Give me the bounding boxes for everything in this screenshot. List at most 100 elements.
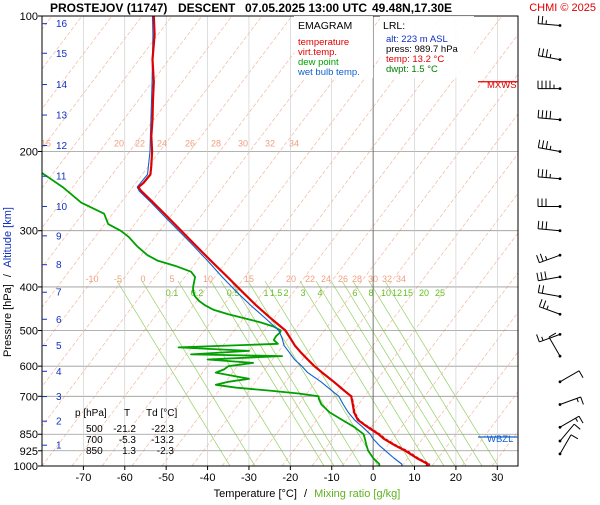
x-axis-label-sep: / — [304, 488, 308, 500]
wind-barb-feather — [574, 424, 580, 429]
wind-barb — [538, 16, 561, 27]
dry-adiabat-label: -5 — [114, 274, 122, 284]
wind-barb — [559, 397, 584, 406]
wind-barb-dot — [559, 24, 562, 27]
wind-barb — [537, 271, 561, 280]
wind-barb — [559, 371, 583, 383]
wind-barb-feather — [537, 273, 538, 281]
p-tick-label: 300 — [20, 226, 38, 238]
table-header-p: p [hPa] — [75, 408, 107, 419]
wind-barb-feather — [538, 285, 539, 293]
wind-barb-feather — [538, 221, 539, 229]
x-tick-label: -60 — [117, 472, 133, 484]
wind-barb-staff — [549, 337, 560, 356]
dry-adiabat-label: 32 — [265, 138, 275, 148]
x-axis-label-temperature: Temperature [°C] — [214, 488, 297, 500]
wind-barb-feather — [538, 48, 539, 56]
header-copyright: CHMI © 2025 — [529, 2, 596, 14]
wind-barb-dot — [559, 355, 562, 358]
y-axis-label-sep: / — [2, 273, 14, 277]
table-cell: -5.3 — [119, 435, 137, 446]
plot-background — [42, 16, 518, 466]
dry-adiabat-label: 20 — [114, 138, 124, 148]
x-tick-label: -70 — [75, 472, 91, 484]
dry-adiabat-label: 30 — [238, 138, 248, 148]
x-tick-label: 0 — [370, 472, 376, 484]
mixing-ratio-label: 0.1 — [166, 288, 179, 298]
wind-barb-dot — [559, 177, 562, 180]
wind-barb-feather — [542, 285, 543, 293]
wind-barb-staff — [538, 24, 560, 26]
altitude-tick-label: 15 — [56, 49, 68, 60]
altitude-tick-label: 1 — [56, 441, 62, 452]
legend-title: EMAGRAM — [298, 20, 352, 32]
wind-barb-staff — [560, 371, 579, 382]
altitude-tick-label: 9 — [56, 231, 62, 242]
wind-barb-half-feather — [576, 418, 578, 421]
wind-barb-dot — [559, 426, 562, 429]
dry-adiabat-label: 22 — [305, 274, 315, 284]
wind-barb-dot — [559, 440, 562, 443]
p-tick-label: 925 — [20, 446, 38, 458]
wind-barb-feather — [579, 371, 583, 378]
wind-barb-half-feather — [542, 337, 543, 341]
wind-barb-feather — [542, 169, 543, 177]
p-tick-label: 500 — [20, 326, 38, 338]
lrl-title: LRL: — [383, 20, 405, 32]
dry-adiabat-label: 24 — [321, 274, 331, 284]
altitude-tick-label: 10 — [56, 202, 68, 213]
wind-barb — [559, 424, 581, 442]
altitude-tick-label: 5 — [56, 341, 62, 352]
wind-barb-feather — [542, 140, 543, 148]
wind-barb-dot — [559, 229, 562, 232]
x-tick-label: -50 — [158, 472, 174, 484]
wind-barb-dot — [559, 254, 562, 257]
mixing-ratio-label: 6 — [352, 288, 357, 298]
wind-barb-feather — [542, 49, 543, 57]
mixing-ratio-label: 20 — [419, 288, 429, 298]
wind-barb-feather — [579, 416, 583, 423]
header-station: PROSTEJOV (11747) — [50, 1, 167, 15]
legend-item-wet-bulb: wet bulb temp. — [297, 67, 360, 78]
dry-adiabat-line — [522, 16, 600, 466]
dry-adiabat-label: 5 — [169, 274, 174, 284]
wind-barb-half-feather — [545, 256, 546, 260]
mixing-ratio-label: 1 — [263, 288, 268, 298]
dry-adiabat-label: 32 — [382, 274, 392, 284]
wind-barb-feather — [538, 169, 539, 177]
wind-barb — [538, 110, 561, 121]
x-axis-label: Temperature [°C] / Mixing ratio [g/kg] — [214, 488, 401, 500]
mixing-ratio-label: 12 — [392, 288, 402, 298]
wind-barb-half-feather — [547, 306, 548, 310]
x-tick-label: -20 — [282, 472, 298, 484]
mixing-ratio-label: 1.5 — [270, 288, 283, 298]
x-axis-label-mixing: Mixing ratio [g/kg] — [314, 488, 400, 500]
plot-area — [42, 16, 518, 466]
wind-barb-feather — [546, 222, 547, 230]
wind-barb-staff — [560, 435, 571, 454]
wind-barb — [538, 285, 561, 298]
x-tick-label: -10 — [324, 472, 340, 484]
wind-barb-dot — [559, 58, 562, 61]
altitude-tick-label: 2 — [56, 417, 62, 428]
wind-barb-dot — [559, 295, 562, 298]
altitude-tick-label: 8 — [56, 260, 62, 271]
altitude-tick-label: 16 — [56, 19, 68, 30]
altitude-tick-label: 3 — [56, 392, 62, 403]
x-tick-label: 20 — [450, 472, 462, 484]
dry-adiabat-label: -10 — [85, 274, 98, 284]
wind-barb-feather — [537, 255, 540, 263]
wind-barb-dot — [559, 118, 562, 121]
table-cell: 850 — [86, 446, 103, 457]
altitude-tick-label: 12 — [56, 141, 68, 152]
table-header-t: T — [124, 408, 130, 419]
x-tick-label: -40 — [200, 472, 216, 484]
altitude-tick-label: 13 — [56, 111, 68, 122]
lrl-box: LRL: alt: 223 m ASL press: 989.7 hPa tem… — [380, 16, 474, 78]
wind-barb — [538, 140, 561, 153]
y-axis-label-pressure: Pressure [hPa] — [2, 284, 14, 357]
wind-barb — [559, 435, 578, 455]
p-tick-label: 1000 — [14, 461, 38, 473]
